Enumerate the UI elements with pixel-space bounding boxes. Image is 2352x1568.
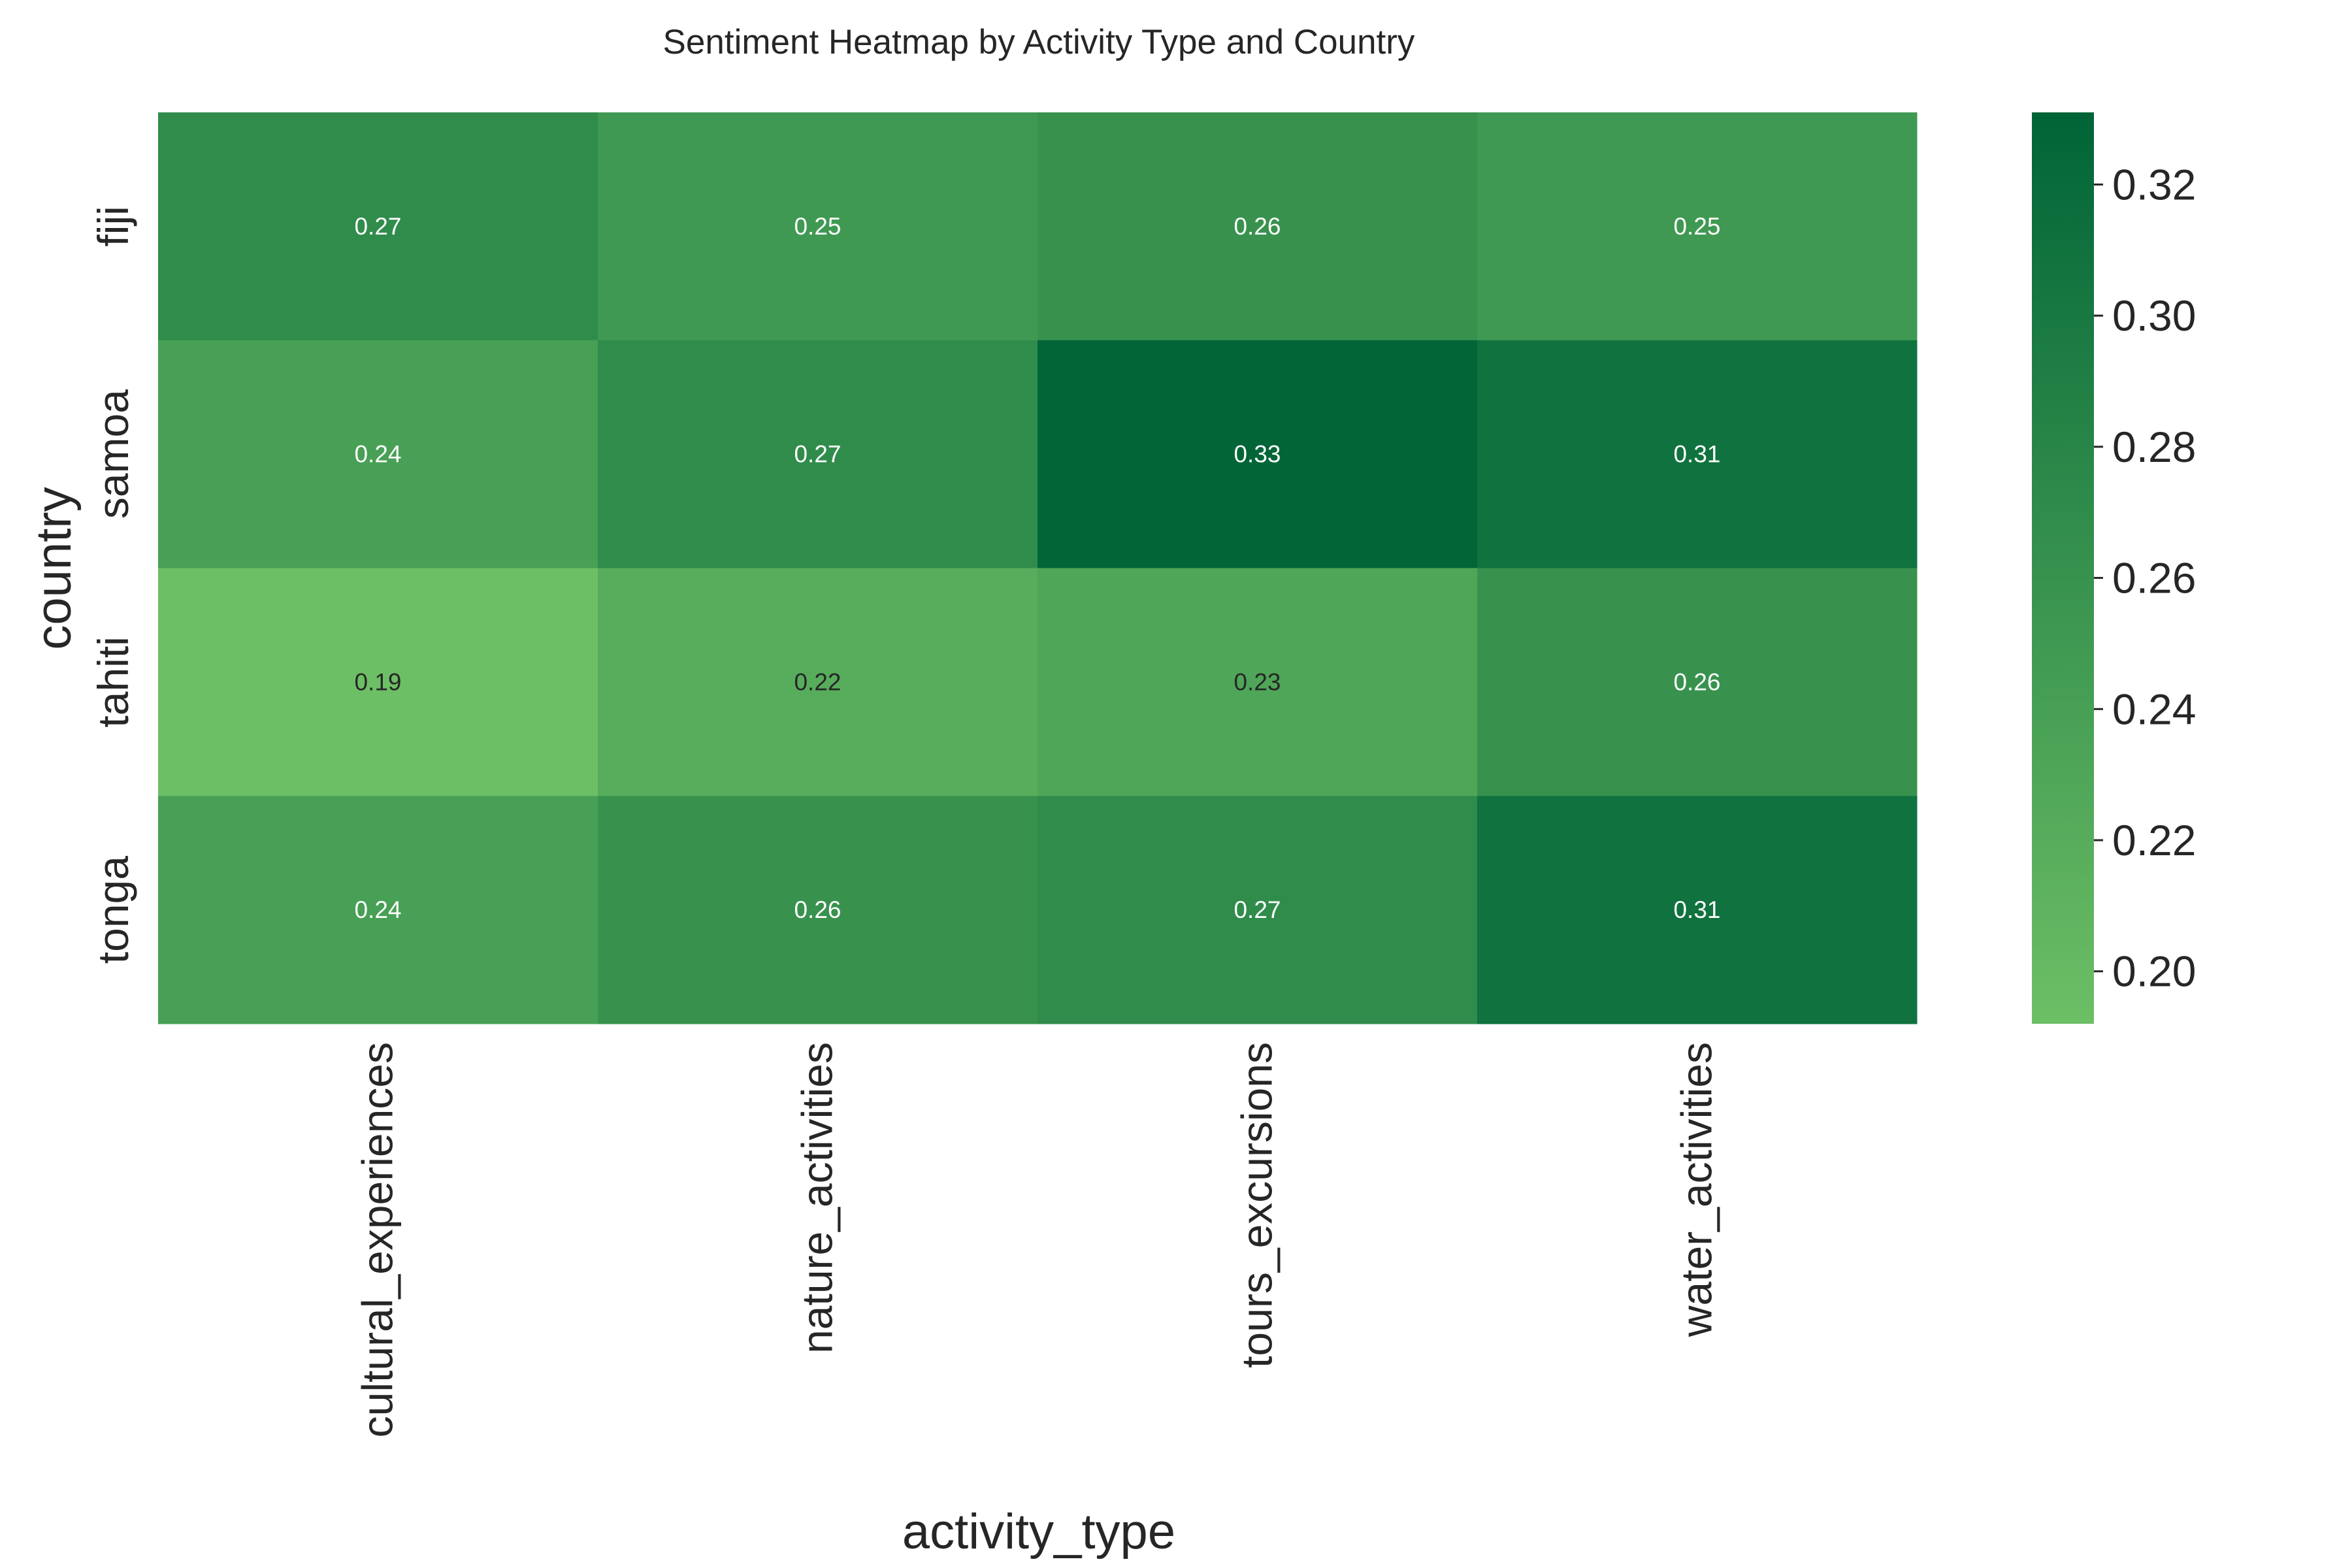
heatmap-cell-tahiti-water_activities — [1477, 568, 1918, 796]
heatmap-cell-samoa-water_activities — [1477, 340, 1918, 568]
cell-value-tonga-water_activities: 0.31 — [1673, 896, 1720, 923]
heatmap-cell-samoa-nature_activities — [598, 340, 1038, 568]
heatmap-cell-tonga-cultural_experiences — [158, 796, 598, 1024]
colorbar-tick-label: 0.28 — [2112, 423, 2196, 471]
x-axis-tick-labels: cultural_experiences nature_activities tou… — [353, 1042, 1721, 1437]
y-tick-label-samoa: samoa — [89, 389, 137, 519]
heatmap-cell-tonga-water_activities — [1477, 796, 1918, 1024]
cell-value-samoa-water_activities: 0.31 — [1673, 441, 1720, 468]
cell-value-tonga-nature_activities: 0.26 — [794, 896, 841, 923]
colorbar-tick-label: 0.26 — [2112, 554, 2196, 602]
cell-value-samoa-nature_activities: 0.27 — [794, 441, 841, 468]
x-axis-label: activity_type — [902, 1504, 1175, 1560]
chart-title: Sentiment Heatmap by Activity Type and C… — [663, 23, 1415, 61]
heatmap-cell-labels: 0.27 0.25 0.26 0.25 0.24 0.27 0.33 0.31 0.19 0.22… — [354, 213, 1720, 923]
cell-value-tahiti-nature_activities: 0.22 — [794, 668, 841, 695]
heatmap-cell-fiji-water_activities — [1477, 112, 1918, 341]
colorbar-tick-label: 0.22 — [2112, 816, 2196, 864]
cell-value-tonga-tours_excursions: 0.27 — [1233, 896, 1281, 923]
x-tick-label-nature_activities: nature_activities — [793, 1042, 841, 1354]
cell-value-samoa-cultural_experiences: 0.24 — [354, 441, 401, 468]
y-axis-tick-labels: fiji samoa tahiti tonga — [89, 206, 137, 964]
cell-value-fiji-nature_activities: 0.25 — [794, 213, 841, 240]
heatmap-cell-tahiti-nature_activities — [598, 568, 1038, 796]
colorbar-ticks: 0.20 0.22 0.24 0.26 0.28 0.30 0.32 — [2094, 160, 2196, 996]
cell-value-samoa-tours_excursions: 0.33 — [1233, 441, 1281, 468]
colorbar-tick-label: 0.20 — [2112, 947, 2196, 996]
heatmap-cell-fiji-cultural_experiences — [158, 112, 598, 341]
cell-value-fiji-tours_excursions: 0.26 — [1233, 213, 1281, 240]
x-tick-label-tours_excursions: tours_excursions — [1233, 1042, 1281, 1368]
heatmap-cell-tahiti-cultural_experiences — [158, 568, 598, 796]
cell-value-fiji-water_activities: 0.25 — [1673, 213, 1720, 240]
heatmap-cells — [158, 112, 1918, 1024]
heatmap-cell-tahiti-tours_excursions — [1037, 568, 1478, 796]
y-axis-label: country — [26, 487, 82, 649]
y-tick-label-tonga: tonga — [89, 856, 137, 964]
colorbar-tick-label: 0.32 — [2112, 160, 2196, 208]
cell-value-tonga-cultural_experiences: 0.24 — [354, 896, 401, 923]
y-tick-label-tahiti: tahiti — [89, 636, 137, 727]
colorbar — [2032, 112, 2094, 1024]
heatmap-cell-samoa-tours_excursions — [1037, 340, 1478, 568]
colorbar-tick-label: 0.24 — [2112, 685, 2196, 733]
heatmap-cell-tonga-nature_activities — [598, 796, 1038, 1024]
x-tick-label-water_activities: water_activities — [1673, 1042, 1721, 1337]
heatmap-cell-samoa-cultural_experiences — [158, 340, 598, 568]
y-tick-label-fiji: fiji — [89, 206, 137, 246]
heatmap-cell-fiji-nature_activities — [598, 112, 1038, 341]
cell-value-fiji-cultural_experiences: 0.27 — [354, 213, 401, 240]
cell-value-tahiti-cultural_experiences: 0.19 — [354, 668, 401, 695]
heatmap-cell-tonga-tours_excursions — [1037, 796, 1478, 1024]
cell-value-tahiti-tours_excursions: 0.23 — [1233, 668, 1281, 695]
x-tick-label-cultural_experiences: cultural_experiences — [353, 1042, 402, 1437]
heatmap-cell-fiji-tours_excursions — [1037, 112, 1478, 341]
colorbar-tick-label: 0.30 — [2112, 291, 2196, 340]
cell-value-tahiti-water_activities: 0.26 — [1673, 668, 1720, 695]
